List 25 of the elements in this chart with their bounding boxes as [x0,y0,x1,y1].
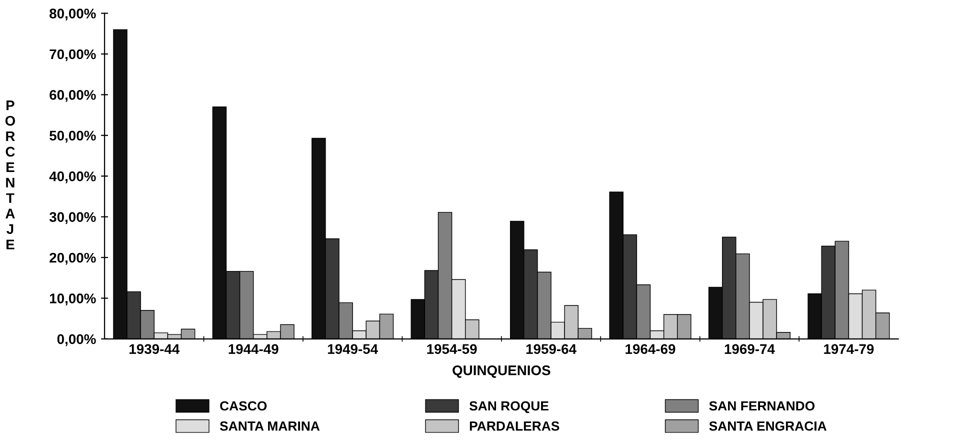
legend-label: SAN ROQUE [469,401,548,414]
y-tick-label: 80,00% [50,8,96,20]
y-tick-label: 60,00% [50,90,96,102]
text: PORCENTAJE [5,100,16,250]
x-tick-label: 1944-49 [228,344,278,354]
legend-label: SANTA MARINA [220,421,320,431]
y-tick-label: 20,00% [50,252,96,265]
x-axis-title: QUINQUENIOS [452,365,550,378]
x-tick-label: 1974-79 [824,344,874,354]
legend-label: SAN FERNANDO [709,401,815,411]
x-tick-label: 1969-74 [724,344,775,354]
x-tick-label: 1959-64 [526,344,576,354]
x-tick-label: 1939-44 [130,344,180,354]
x-tick-label: 1949-54 [328,344,378,354]
x-tick-label: 1964-69 [626,344,676,354]
legend-label: CASCO [220,401,267,411]
y-tick-label: 10,00% [50,294,96,306]
y-tick-label: 50,00% [50,130,96,143]
legend-label: SANTA ENGRACIA [709,421,826,431]
legend-label: PARDALERAS [470,421,560,431]
y-tick-label: 70,00% [50,49,96,62]
y-tick-label: 0,00% [57,334,96,346]
y-tick-label: 30,00% [49,212,96,224]
y-tick-label: 40,00% [49,171,96,184]
x-tick-label: 1954-59 [427,344,477,354]
